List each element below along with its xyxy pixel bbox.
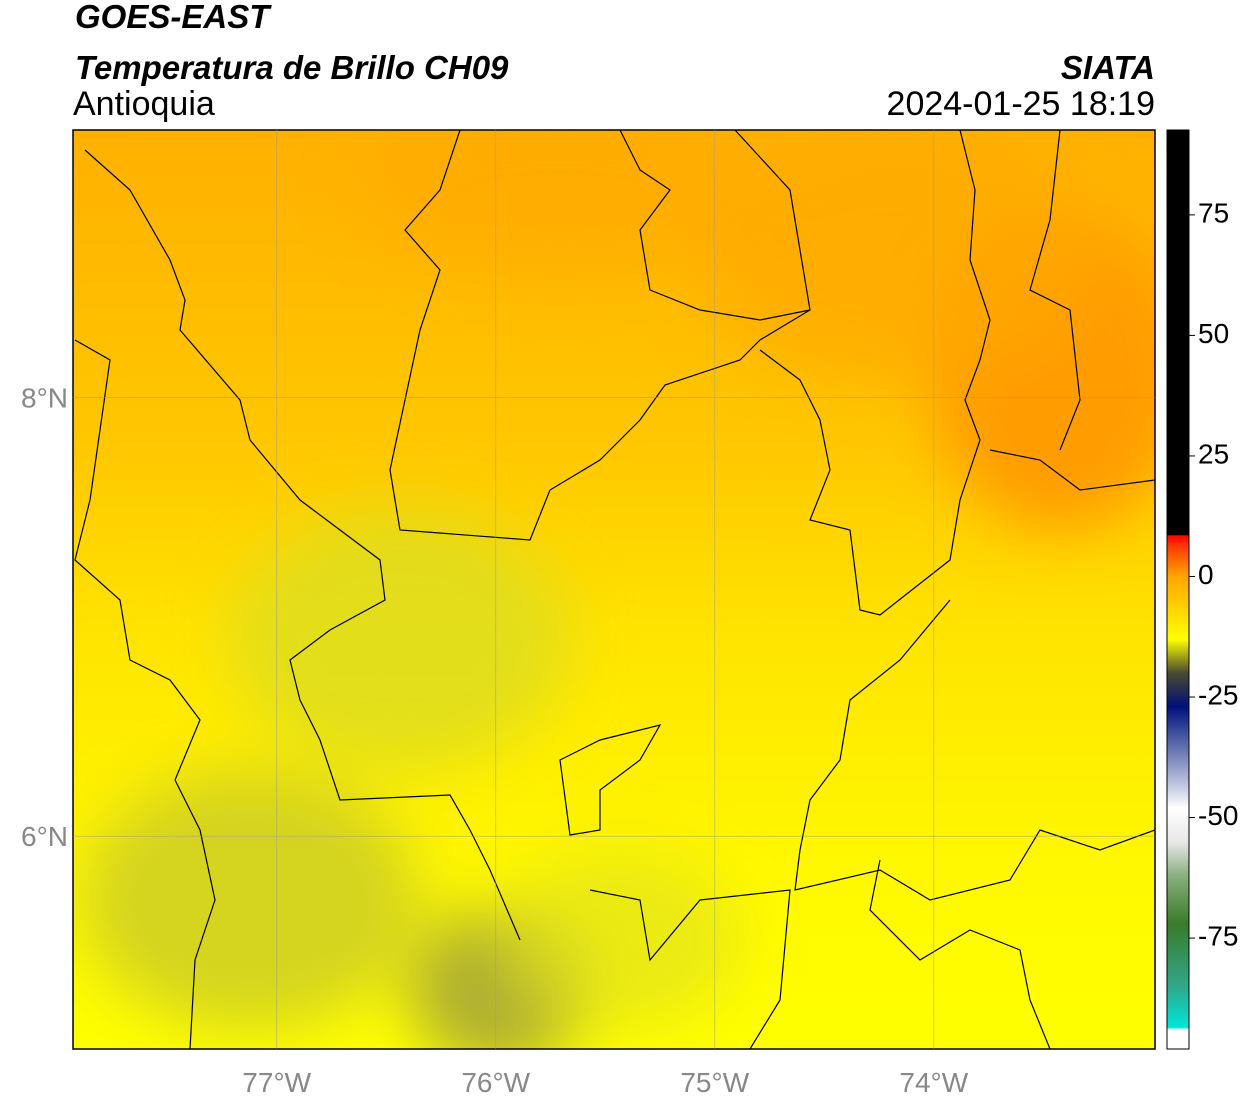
map-field <box>73 130 1155 1049</box>
colorbar-tick-label: -75 <box>1198 920 1238 951</box>
lon-tick-label: 75°W <box>680 1067 749 1098</box>
subtitle: Temperatura de Brillo CH09 <box>75 49 509 86</box>
colorbar-tick-label: 0 <box>1198 559 1214 590</box>
colorbar-tick-label: -50 <box>1198 800 1238 831</box>
lon-tick-label: 77°W <box>242 1067 311 1098</box>
colorbar-tick-label: 50 <box>1198 318 1229 349</box>
colorbar: 75 50 25 0 -25 -50 -75 <box>1166 129 1238 1050</box>
map-frame <box>72 129 1156 1050</box>
lat-tick-label: 6°N <box>21 821 68 852</box>
colorbar-tick-label: 75 <box>1198 197 1229 228</box>
colorbar-tick-label: -25 <box>1198 679 1238 710</box>
source: SIATA <box>1061 49 1155 86</box>
datetime: 2024-01-25 18:19 <box>887 85 1155 123</box>
region: Antioquia <box>73 85 215 123</box>
lat-tick-label: 8°N <box>21 383 68 414</box>
colorbar-bar <box>1166 129 1190 1050</box>
colorbar-tick-label: 25 <box>1198 438 1229 469</box>
lon-tick-label: 74°W <box>899 1067 968 1098</box>
title: GOES-EAST <box>75 0 272 35</box>
lon-tick-label: 76°W <box>461 1067 530 1098</box>
